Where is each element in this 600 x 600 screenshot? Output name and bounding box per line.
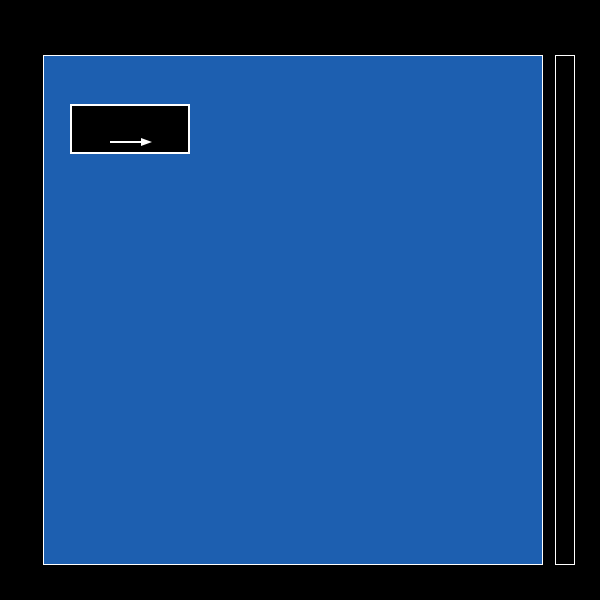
vector-scale-legend: [70, 104, 190, 154]
right-arrow-icon: [110, 138, 152, 146]
colorbar[interactable]: [555, 55, 575, 565]
map-plot-area[interactable]: [43, 55, 543, 565]
